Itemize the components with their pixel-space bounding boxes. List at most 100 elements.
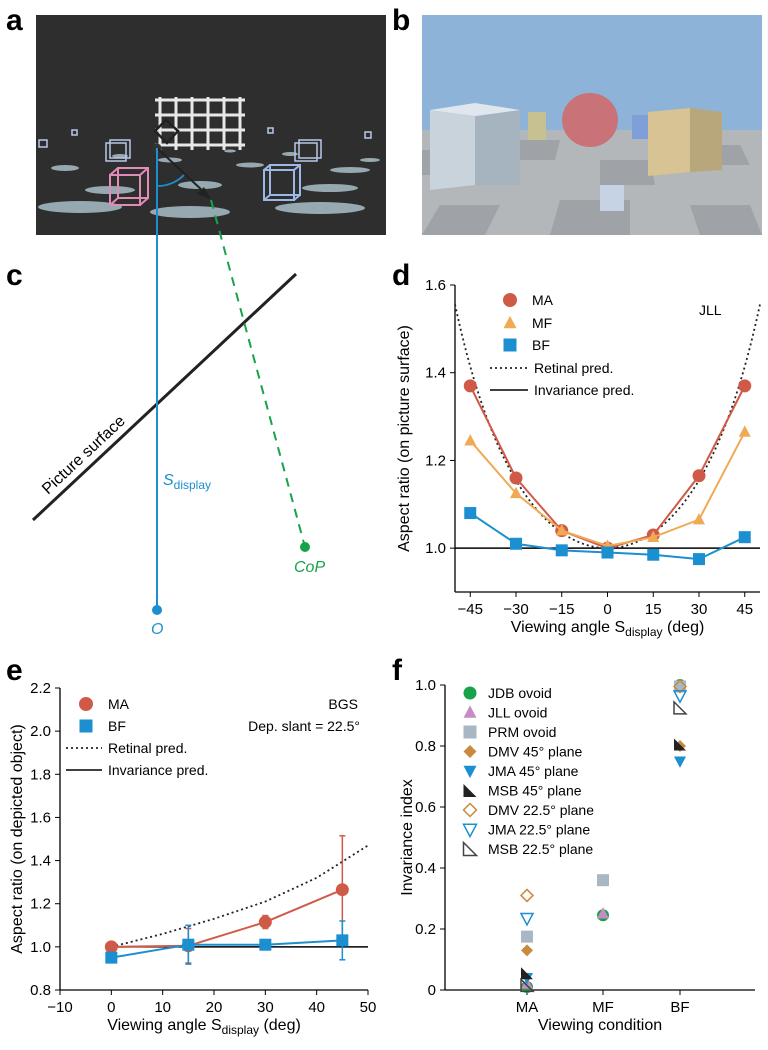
chart-d-ylabel: Aspect ratio (on picture surface) — [396, 325, 413, 552]
chart-d-ytick-label: 1.2 — [425, 452, 446, 469]
chart-f-legend-marker-7 — [462, 823, 478, 839]
chart-d-point-ma — [738, 379, 752, 393]
chart-e-legend-marker-bf — [79, 719, 93, 733]
chart-e-ytick-label: 0.8 — [30, 982, 51, 999]
picture-surface-line — [31, 272, 298, 522]
chart-d-ytick-label: 1.6 — [425, 277, 446, 294]
chart-f: 0 0.2 0.4 0.6 0.8 1.0 MA MF BF JDB ovoid JLL ovoid… — [399, 677, 755, 1034]
chart-e-point-bf — [105, 951, 118, 964]
chart-d-point-mf — [738, 425, 751, 437]
chart-f-ylabel: Invariance index — [399, 779, 416, 896]
chart-f-point-jll-ovoid — [597, 907, 609, 919]
panel-label-e: e — [6, 654, 23, 687]
chart-f-legend-label: MSB 22.5° plane — [488, 841, 593, 857]
chart-d-point-bf — [510, 537, 522, 550]
chart-f-xlabel: Viewing condition — [538, 1017, 662, 1034]
cop-dashed-line — [210, 199, 306, 548]
chart-d-point-ma — [692, 469, 706, 483]
chart-e-ytick-label: 1.8 — [30, 766, 51, 783]
cop-point — [300, 542, 310, 552]
photo-b-box-left — [430, 103, 520, 190]
photo-b — [422, 15, 762, 235]
chart-d-legend-marker-mf — [503, 315, 517, 329]
chart-e-xtick-label: −10 — [47, 999, 72, 1016]
chart-e-xlabel-unit: (deg) — [259, 1017, 301, 1034]
chart-f-legend-label: DMV 45° plane — [488, 744, 583, 760]
chart-e-point-bf — [259, 938, 272, 951]
chart-f-point-msb-22-5-plane — [520, 977, 535, 993]
chart-d-legend-label: MF — [532, 315, 552, 331]
chart-d-point-ma — [463, 379, 477, 393]
photo-a-grid — [155, 97, 245, 150]
chart-e-ytick-label: 2.2 — [30, 680, 51, 697]
chart-f-ytick-label: 0.2 — [415, 921, 436, 938]
chart-e-ytick-label: 1.0 — [30, 939, 51, 956]
chart-e-ytick-label: 1.6 — [30, 809, 51, 826]
chart-e-legend-label: BF — [108, 718, 126, 734]
chart-d-point-ma — [509, 471, 523, 485]
angle-label: Sdisplay — [163, 472, 211, 492]
chart-d-annotation: JLL — [699, 302, 722, 318]
chart-e-point-ma — [258, 915, 272, 929]
chart-f-point-msb-45-plane — [521, 967, 533, 980]
chart-f-legend-marker-1 — [463, 705, 477, 718]
chart-f-xtick-label: MA — [516, 999, 539, 1016]
chart-d-point-mf — [510, 486, 522, 499]
chart-e-ytick-label: 1.2 — [30, 896, 51, 913]
chart-d-legend-label: BF — [532, 337, 550, 353]
chart-d-xtick-label: 45 — [736, 601, 753, 618]
chart-d-legend-label: Retinal pred. — [534, 360, 613, 376]
photo-a — [36, 15, 386, 235]
chart-d-xlabel-unit: (deg) — [663, 619, 705, 636]
chart-f-xtick-label: MF — [592, 999, 614, 1016]
chart-f-legend-label: JDB ovoid — [488, 685, 552, 701]
photo-b-box-right — [648, 108, 722, 176]
o-label: O — [151, 621, 163, 638]
chart-f-legend-marker-0 — [463, 686, 477, 700]
panel-label-b: b — [392, 4, 410, 37]
chart-d-xtick-label: 0 — [603, 601, 611, 618]
chart-d-point-bf — [601, 546, 614, 559]
photo-b-box-far — [528, 112, 546, 140]
chart-f-ytick-label: 0.6 — [415, 799, 436, 816]
chart-d-xtick-label: −15 — [549, 601, 574, 618]
chart-d-point-mf — [555, 524, 568, 536]
chart-d-legend-marker-bf — [503, 338, 517, 352]
chart-f-point-prm-ovoid — [521, 930, 533, 943]
chart-f-legend-label: JLL ovoid — [488, 705, 547, 721]
chart-e-point-bf — [336, 934, 349, 947]
chart-d: 1.0 1.2 1.4 1.6 −45 −30 −15 0 15 30 45 MA MF BF Retina… — [396, 277, 761, 639]
photo-b-sphere — [562, 93, 618, 147]
chart-f-legend-marker-8 — [462, 840, 479, 857]
chart-e-legend-label: Invariance pred. — [108, 762, 208, 778]
chart-f-ytick-label: 0.4 — [415, 860, 436, 877]
chart-d-xtick-label: −30 — [503, 601, 528, 618]
chart-f-point-dmv-22-5-plane — [672, 679, 688, 694]
chart-d-xlabel: Viewing angle Sdisplay (deg) — [511, 619, 705, 639]
chart-e-ytick-label: 1.4 — [30, 853, 51, 870]
chart-e-xtick-label: 20 — [206, 999, 223, 1016]
chart-e-xlabel-main: Viewing angle S — [107, 1017, 221, 1034]
chart-d-legend-label: Invariance pred. — [534, 382, 634, 398]
chart-d-point-mf — [693, 513, 705, 525]
chart-f-legend-marker-3 — [463, 745, 477, 758]
chart-f-legend-label: JMA 45° plane — [488, 763, 579, 779]
chart-e-series-line-ma — [111, 888, 343, 948]
photo-a-cube-small — [38, 127, 372, 162]
chart-f-xtick-label: BF — [670, 999, 689, 1016]
chart-e-xtick-label: 50 — [360, 999, 377, 1016]
chart-f-legend-label: DMV 22.5° plane — [488, 802, 594, 818]
normal-arrow-head — [197, 187, 211, 199]
chart-d-xlabel-main: Viewing angle S — [511, 619, 625, 636]
chart-e-series-line-bf — [111, 939, 343, 959]
chart-f-legend-label: MSB 45° plane — [488, 783, 582, 799]
chart-f-point-dmv-22-5-plane — [519, 888, 535, 903]
chart-f-legend-marker-6 — [462, 802, 478, 818]
chart-e-legend-marker-ma — [79, 697, 93, 711]
chart-d-xlabel-sub: display — [625, 625, 662, 639]
photo-a-cube-blue — [263, 164, 301, 201]
photo-b-box-blue — [632, 115, 648, 139]
chart-d-point-mf — [647, 530, 660, 542]
panel-label-c: c — [6, 259, 23, 292]
chart-e-annotation-2: Dep. slant = 22.5° — [248, 718, 360, 734]
